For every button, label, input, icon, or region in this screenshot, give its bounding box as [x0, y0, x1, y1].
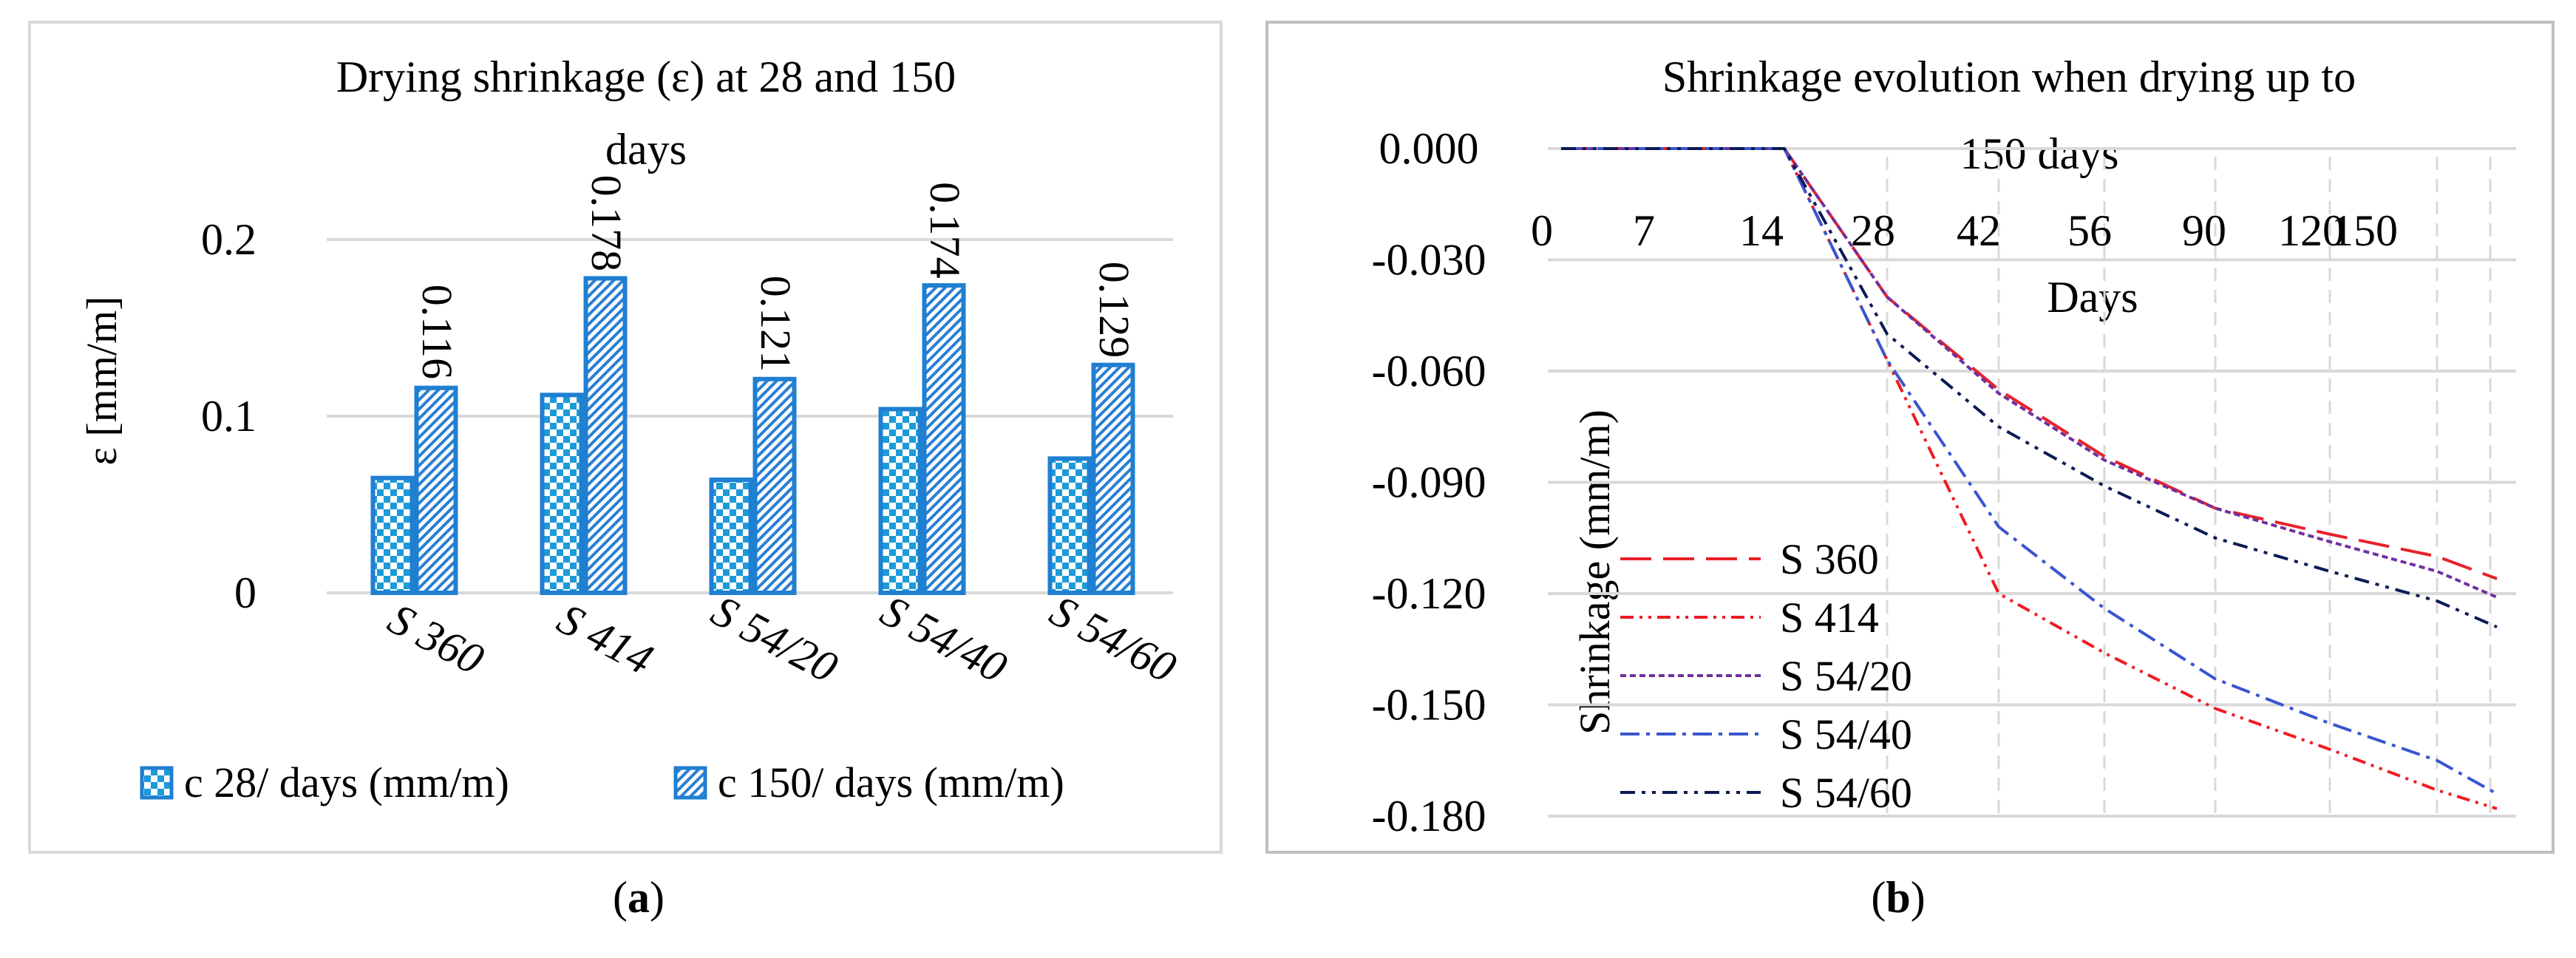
legend-label-4: S 54/60	[1780, 769, 1912, 817]
bar-data-label: 0.129	[1090, 262, 1138, 359]
line-chart-y-tick-label: -0.090	[1372, 458, 1486, 507]
bar-chart-bars	[370, 276, 1135, 596]
bar-chart-y-tick-label: 0.1	[201, 392, 256, 441]
bar-0-2	[709, 478, 753, 595]
bar-0-4	[1047, 456, 1092, 595]
line-chart-x-tick-label: 120	[2278, 206, 2345, 255]
line-chart-y-ticks: 0.000 -0.030 -0.060 -0.090 -0.120 -0.150 -0.18…	[1372, 124, 1486, 840]
line-chart-x-tick-label: 0	[1531, 206, 1553, 255]
legend-label-0: S 360	[1780, 535, 1879, 583]
bar-chart-title: Drying shrinkage (ε) at 28 and 150	[336, 52, 956, 101]
bar-1-1	[583, 276, 628, 595]
bar-0-3	[878, 407, 922, 595]
bar-1-2	[752, 376, 797, 595]
caption-a-close: )	[650, 873, 665, 922]
legend-label-1: c 150/ days (mm/m)	[718, 758, 1064, 806]
bar-1-3	[922, 283, 966, 595]
line-chart-y-tick-label: -0.120	[1372, 569, 1486, 618]
line-chart-x-tick-label: 7	[1633, 206, 1655, 255]
bar-1-4	[1091, 362, 1135, 595]
bar-chart-x-tick-label: S 360	[381, 594, 492, 684]
bar-chart-x-tick-label: S 54/40	[873, 586, 1014, 693]
caption-b-close: )	[1910, 873, 1926, 922]
caption-b: (b)	[1824, 872, 1972, 923]
bar-chart-data-labels: 0.116 0.178 0.121 0.174 0.129	[413, 175, 1138, 380]
caption-a-open: (	[613, 873, 628, 922]
series-line-3	[1561, 147, 2498, 795]
legend-swatch-0	[140, 766, 174, 800]
panel-b-line-chart: Shrinkage evolution when drying up to 15…	[1265, 21, 2555, 854]
series-line-4	[1561, 147, 2498, 629]
line-chart-x-tick-label: 28	[1851, 206, 1895, 255]
bar-0-1	[540, 393, 584, 595]
caption-b-open: (	[1871, 873, 1886, 922]
line-chart-x-axis-label: Days	[2047, 273, 2138, 322]
line-chart-y-tick-label: -0.060	[1372, 347, 1486, 395]
caption-a-letter: a	[628, 873, 650, 922]
bar-chart-y-tick-label: 0.2	[201, 215, 256, 264]
line-chart-x-tick-label: 90	[2182, 206, 2226, 255]
line-chart-x-tick-label: 14	[1739, 206, 1784, 255]
line-chart-y-tick-label: 0.000	[1379, 124, 1479, 173]
caption-b-letter: b	[1886, 873, 1911, 922]
line-chart-y-tick-label: -0.150	[1372, 681, 1486, 730]
bar-chart-y-tick-label: 0	[234, 568, 256, 617]
line-chart-title: Shrinkage evolution when drying up to	[1662, 52, 2356, 101]
caption-a: (a)	[565, 872, 713, 923]
bar-chart-x-tick-label: S 54/60	[1042, 586, 1183, 693]
bar-chart-title-line2: days	[605, 125, 687, 174]
legend-label-1: S 414	[1780, 594, 1879, 642]
bar-chart-legend: c 28/ days (mm/m) c 150/ days (mm/m)	[140, 758, 1064, 806]
bar-chart-x-tick-label: S 54/20	[704, 586, 845, 693]
bar-chart-y-ticks: 0 0.1 0.2	[201, 215, 256, 617]
line-chart-series	[1561, 147, 2498, 810]
legend-label-2: S 54/20	[1780, 652, 1912, 700]
legend-swatch-1	[673, 766, 707, 800]
line-chart-x-tick-label: 150	[2331, 206, 2398, 255]
bar-0-0	[370, 475, 415, 596]
line-chart-y-tick-label: -0.030	[1372, 236, 1486, 285]
line-chart-y-tick-label: -0.180	[1372, 792, 1486, 840]
bar-data-label: 0.174	[921, 182, 969, 279]
bar-data-label: 0.121	[752, 276, 800, 373]
series-line-2	[1561, 147, 2498, 599]
bar-chart-y-axis-label: ε [mm/m]	[78, 296, 126, 466]
bar-data-label: 0.116	[413, 285, 461, 379]
legend-label-0: c 28/ days (mm/m)	[184, 758, 509, 806]
line-chart-x-tick-label: 42	[1957, 206, 2001, 255]
line-chart-y-axis-label: Shrinkage (mm/m)	[1571, 410, 1619, 735]
line-chart-legend: S 360 S 414 S 54/20 S 54/40 S 54/60	[1620, 535, 1912, 817]
bar-1-0	[414, 385, 458, 595]
panel-a-bar-chart: Drying shrinkage (ε) at 28 and 150 days …	[28, 21, 1223, 854]
bar-chart-svg: Drying shrinkage (ε) at 28 and 150 days …	[78, 52, 1184, 806]
legend-label-3: S 54/40	[1780, 710, 1912, 758]
line-chart-svg: Shrinkage evolution when drying up to 15…	[1372, 52, 2516, 840]
bar-chart-x-tick-label: S 414	[550, 594, 661, 684]
line-chart-x-tick-label: 56	[2067, 206, 2112, 255]
line-chart-title-line2: 150 days	[1960, 129, 2119, 178]
bar-chart-x-ticks: S 360 S 414 S 54/20 S 54/40 S 54/60	[381, 586, 1184, 693]
bar-data-label: 0.178	[582, 175, 631, 272]
